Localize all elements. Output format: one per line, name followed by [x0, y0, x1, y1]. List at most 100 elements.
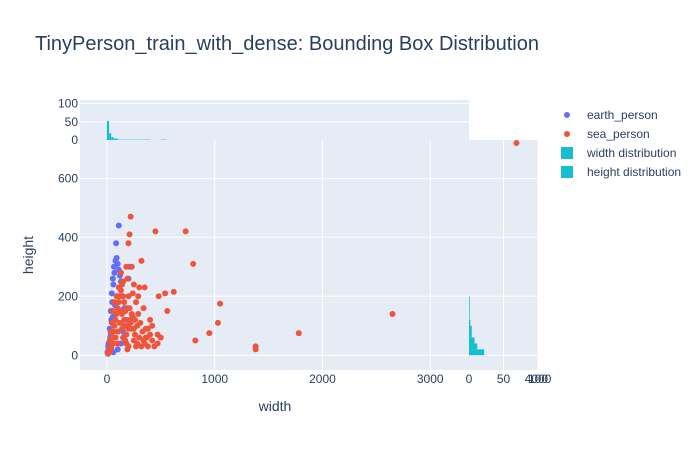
- sea_person-point: [206, 330, 213, 337]
- sea_person-point: [107, 328, 114, 335]
- sea_person-point: [136, 284, 143, 291]
- top-hist-tick-label: 0: [71, 133, 78, 147]
- sea_person-point: [252, 343, 259, 350]
- sea_person-point: [133, 343, 140, 350]
- sea_person-point: [114, 340, 121, 347]
- sea_person-point: [513, 139, 520, 146]
- sea_person-point: [152, 228, 159, 235]
- top-hist-tick-label: 100: [58, 97, 78, 111]
- height-histogram-bar: [469, 349, 485, 356]
- sea_person-point: [147, 316, 154, 323]
- legend-label: width distribution: [586, 146, 676, 160]
- earth_person-point: [115, 222, 122, 229]
- sea_person-point: [130, 281, 137, 288]
- x-tick-label: 4000: [525, 372, 552, 386]
- sea_person-point: [131, 331, 138, 338]
- sea_person-point: [127, 213, 134, 220]
- sea_person-point: [192, 337, 199, 344]
- sea_person-point: [139, 328, 146, 335]
- sea_person-point: [112, 334, 119, 341]
- right-hist-tick-label: 0: [466, 372, 473, 386]
- height-histogram: [469, 140, 504, 370]
- earth_person-point: [108, 290, 115, 297]
- width-histogram: [80, 103, 469, 140]
- sea_person-point: [170, 288, 177, 295]
- legend-marker-sea_person: [564, 131, 570, 137]
- height-histogram-bar: [469, 325, 472, 338]
- width-histogram-bar: [106, 121, 110, 140]
- sea_person-point: [124, 275, 131, 282]
- top-histogram-area: [80, 100, 469, 140]
- sea_person-point: [117, 269, 124, 276]
- sea_person-point: [162, 290, 169, 297]
- sea_person-point: [121, 299, 128, 306]
- sea_person-point: [124, 346, 131, 353]
- legend-marker-earth_person: [564, 112, 570, 118]
- sea_person-point: [116, 319, 123, 326]
- earth_person-point: [109, 275, 116, 282]
- sea_person-point: [214, 319, 221, 326]
- height-histogram-bar: [469, 337, 475, 344]
- sea_person-point: [164, 308, 171, 315]
- y-tick-label: 0: [71, 348, 78, 362]
- sea_person-point: [138, 257, 145, 264]
- sea_person-point: [124, 322, 131, 329]
- legend-label: height distribution: [587, 165, 681, 179]
- sea_person-point: [182, 228, 189, 235]
- sea_person-point: [128, 263, 135, 270]
- sea_person-point: [125, 293, 132, 300]
- x-tick-label: 0: [104, 372, 111, 386]
- sea_person-point: [105, 350, 112, 357]
- sea_person-point: [137, 319, 144, 326]
- sea_person-point: [126, 316, 133, 323]
- sea_person-point: [111, 299, 118, 306]
- x-tick-label: 3000: [417, 372, 444, 386]
- sea_person-point: [128, 310, 135, 317]
- sea_person-point: [155, 293, 162, 300]
- width-histogram-bar: [111, 137, 114, 140]
- sea_person-point: [123, 263, 130, 270]
- earth_person-point: [113, 240, 120, 247]
- sea_person-point: [123, 305, 130, 312]
- earth_person-point: [113, 254, 120, 261]
- sea_person-point: [133, 299, 140, 306]
- sea_person-point: [121, 316, 128, 323]
- width-histogram-bar: [113, 138, 118, 140]
- grid-layer: [80, 140, 539, 370]
- sea_person-point: [140, 305, 147, 312]
- legend-label: sea_person: [587, 127, 650, 141]
- sea_person-point: [136, 334, 143, 341]
- sea_person-point: [151, 343, 158, 350]
- sea_person-point: [116, 308, 123, 315]
- height-histogram-bar: [469, 343, 478, 350]
- sea_person-point: [190, 260, 197, 267]
- sea_person-point: [113, 293, 120, 300]
- width-histogram-bar: [109, 133, 112, 140]
- sea_person-point: [108, 344, 115, 351]
- right-hist-tick-label: 100: [528, 372, 548, 386]
- sea_person-point: [109, 308, 116, 315]
- earth_person-point: [111, 269, 118, 276]
- earth_person-point: [110, 281, 117, 288]
- sea_person-point: [389, 310, 396, 317]
- height-histogram-bar: [469, 296, 470, 320]
- x-tick-label: 1000: [201, 372, 228, 386]
- sea_person-point: [125, 240, 132, 247]
- sea_person-point: [149, 322, 156, 329]
- sea_person-point: [123, 331, 130, 338]
- right-hist-tick-label: 50: [497, 372, 511, 386]
- sea_person-point: [130, 325, 137, 332]
- sea_person-point: [149, 337, 156, 344]
- sea_person-point: [122, 337, 129, 344]
- x-axis-title: width: [258, 398, 292, 414]
- top-hist-tick-label: 50: [65, 115, 79, 129]
- legend-label: earth_person: [587, 108, 658, 122]
- height-histogram-bar: [469, 319, 471, 326]
- sea_person-point: [141, 284, 148, 291]
- sea_person-point: [115, 299, 122, 306]
- legend-swatch-width-distribution: [561, 147, 573, 159]
- sea_person-point: [115, 284, 122, 291]
- earth_person-point: [114, 260, 121, 267]
- y-tick-label: 600: [58, 171, 78, 185]
